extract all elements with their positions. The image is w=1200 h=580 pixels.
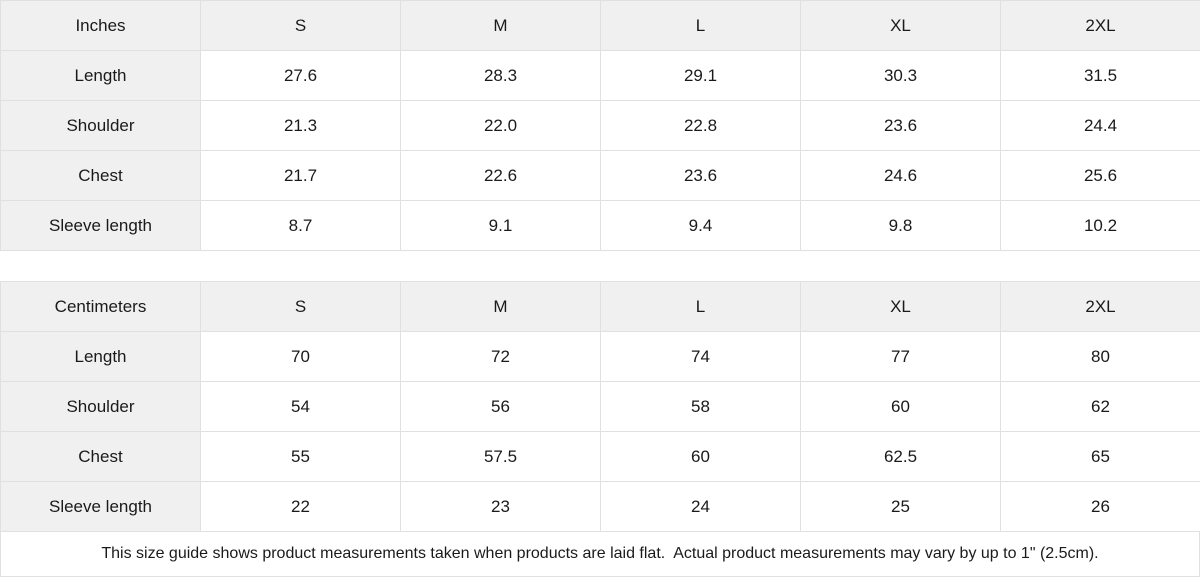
value-cell: 56	[400, 381, 601, 432]
value-cell: 25.6	[1000, 150, 1200, 201]
value-cell: 72	[400, 331, 601, 382]
value-cell: 62	[1000, 381, 1200, 432]
value-cell: 29.1	[600, 50, 801, 101]
value-cell: 24.6	[800, 150, 1001, 201]
value-cell: 31.5	[1000, 50, 1200, 101]
value-cell: 55	[200, 431, 401, 482]
table-row-shoulder: Shoulder 54 56 58 60 62	[0, 381, 1200, 432]
value-cell: 65	[1000, 431, 1200, 482]
value-cell: 26	[1000, 481, 1200, 532]
table-row-shoulder: Shoulder 21.3 22.0 22.8 23.6 24.4	[0, 100, 1200, 151]
table-row-sleeve-length: Sleeve length 22 23 24 25 26	[0, 481, 1200, 532]
value-cell: 57.5	[400, 431, 601, 482]
value-cell: 80	[1000, 331, 1200, 382]
value-cell: 22.6	[400, 150, 601, 201]
size-header-cell-s: S	[200, 281, 401, 332]
size-header-cell-m: M	[400, 281, 601, 332]
unit-header-cell: Centimeters	[0, 281, 201, 332]
size-header-cell-xl: XL	[800, 281, 1001, 332]
row-label-cell: Chest	[0, 431, 201, 482]
table-row-length: Length 70 72 74 77 80	[0, 331, 1200, 382]
inches-header-row: Inches S M L XL 2XL	[0, 0, 1200, 51]
value-cell: 8.7	[200, 200, 401, 251]
size-header-cell-xl: XL	[800, 0, 1001, 51]
value-cell: 24	[600, 481, 801, 532]
value-cell: 22.0	[400, 100, 601, 151]
table-row-length: Length 27.6 28.3 29.1 30.3 31.5	[0, 50, 1200, 101]
value-cell: 21.3	[200, 100, 401, 151]
row-label-cell: Shoulder	[0, 381, 201, 432]
value-cell: 23.6	[600, 150, 801, 201]
value-cell: 30.3	[800, 50, 1001, 101]
size-header-cell-l: L	[600, 0, 801, 51]
size-header-cell-s: S	[200, 0, 401, 51]
table-row-chest: Chest 21.7 22.6 23.6 24.6 25.6	[0, 150, 1200, 201]
table-row-chest: Chest 55 57.5 60 62.5 65	[0, 431, 1200, 482]
value-cell: 28.3	[400, 50, 601, 101]
row-label-cell: Shoulder	[0, 100, 201, 151]
value-cell: 60	[600, 431, 801, 482]
row-label-cell: Sleeve length	[0, 200, 201, 251]
unit-header-cell: Inches	[0, 0, 201, 51]
value-cell: 70	[200, 331, 401, 382]
size-header-cell-m: M	[400, 0, 601, 51]
row-label-cell: Sleeve length	[0, 481, 201, 532]
size-header-cell-2xl: 2XL	[1000, 0, 1200, 51]
table-gap	[0, 251, 1200, 281]
value-cell: 77	[800, 331, 1001, 382]
value-cell: 21.7	[200, 150, 401, 201]
value-cell: 24.4	[1000, 100, 1200, 151]
value-cell: 58	[600, 381, 801, 432]
value-cell: 9.1	[400, 200, 601, 251]
centimeters-table: Centimeters S M L XL 2XL Length 70 72 74…	[0, 281, 1200, 532]
centimeters-header-row: Centimeters S M L XL 2XL	[0, 281, 1200, 332]
value-cell: 23.6	[800, 100, 1001, 151]
table-row-sleeve-length: Sleeve length 8.7 9.1 9.4 9.8 10.2	[0, 200, 1200, 251]
value-cell: 22	[200, 481, 401, 532]
inches-table: Inches S M L XL 2XL Length 27.6 28.3 29.…	[0, 0, 1200, 251]
value-cell: 9.8	[800, 200, 1001, 251]
row-label-cell: Length	[0, 50, 201, 101]
value-cell: 10.2	[1000, 200, 1200, 251]
value-cell: 60	[800, 381, 1001, 432]
value-cell: 25	[800, 481, 1001, 532]
value-cell: 54	[200, 381, 401, 432]
value-cell: 74	[600, 331, 801, 382]
row-label-cell: Chest	[0, 150, 201, 201]
size-header-cell-l: L	[600, 281, 801, 332]
value-cell: 9.4	[600, 200, 801, 251]
value-cell: 27.6	[200, 50, 401, 101]
value-cell: 22.8	[600, 100, 801, 151]
value-cell: 62.5	[800, 431, 1001, 482]
disclaimer-text: This size guide shows product measuremen…	[101, 545, 1099, 562]
value-cell: 23	[400, 481, 601, 532]
size-header-cell-2xl: 2XL	[1000, 281, 1200, 332]
size-guide-disclaimer: This size guide shows product measuremen…	[0, 532, 1200, 577]
row-label-cell: Length	[0, 331, 201, 382]
